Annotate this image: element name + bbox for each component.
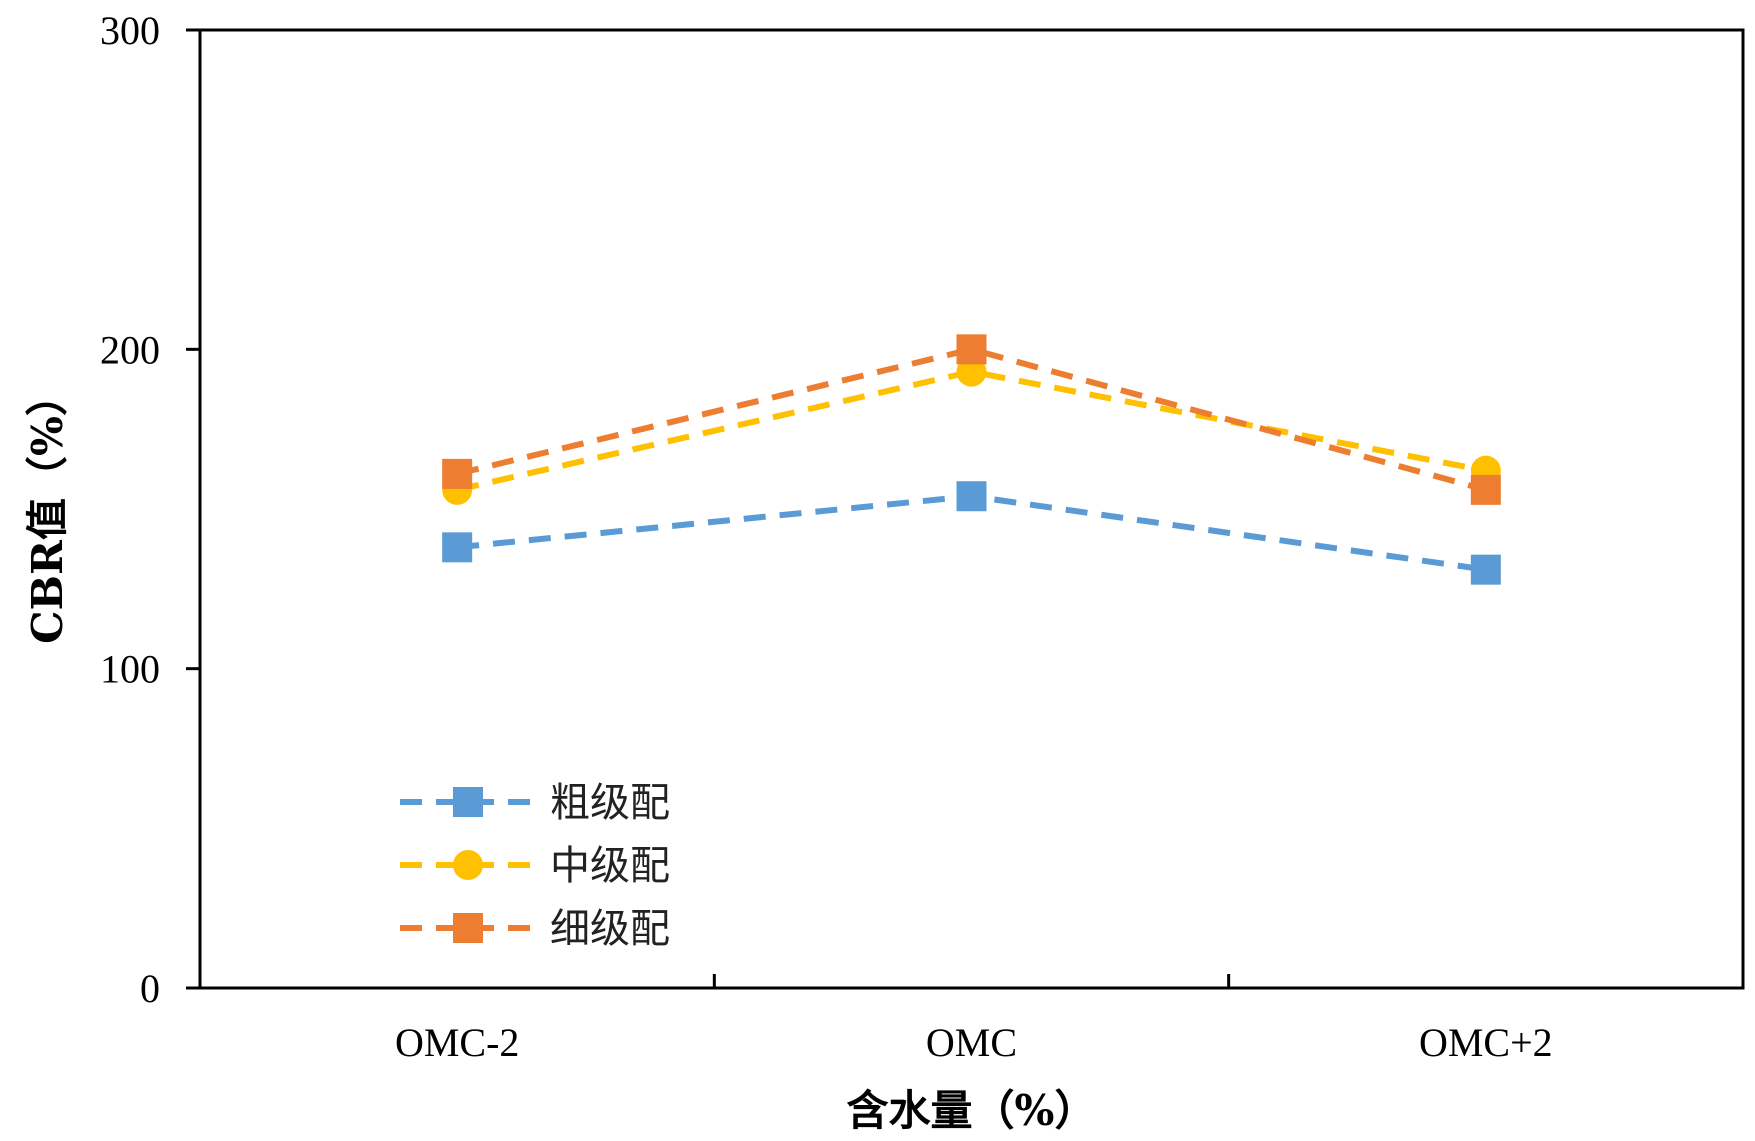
y-tick-label: 200 — [100, 327, 160, 372]
x-tick-label: OMC — [926, 1020, 1017, 1065]
series-line — [456, 368, 1487, 493]
x-axis-title: 含水量（%） — [847, 1086, 1097, 1135]
data-point — [956, 481, 987, 512]
y-tick-label: 100 — [100, 647, 160, 692]
y-tick-label: 0 — [140, 966, 160, 1011]
legend-item: 细级配 — [400, 906, 670, 952]
legend-item: 中级配 — [400, 843, 670, 889]
data-point — [1470, 474, 1501, 505]
data-point — [956, 334, 987, 365]
x-tick-label: OMC-2 — [395, 1020, 519, 1065]
legend-swatch-marker — [453, 850, 483, 880]
data-point — [1470, 554, 1501, 585]
x-tick-label: OMC+2 — [1419, 1020, 1553, 1065]
series-line — [456, 346, 1487, 493]
legend-swatch-marker — [453, 913, 483, 943]
y-axis-title: CBR值（%） — [23, 374, 72, 644]
data-point — [442, 532, 473, 563]
legend-label: 中级配 — [550, 843, 670, 889]
legend-label: 粗级配 — [550, 780, 670, 826]
y-tick-label: 300 — [100, 8, 160, 53]
legend-swatch-marker — [453, 787, 483, 817]
data-point — [442, 458, 473, 489]
legend-item: 粗级配 — [400, 780, 670, 826]
legend-label: 细级配 — [550, 906, 670, 952]
axis-ticks: 0 100 200 300 OMC-2 OMC OMC+2 — [100, 8, 1553, 1065]
plot-area-frame — [198, 28, 1745, 990]
series-粗级配 — [442, 481, 1501, 585]
series-细级配 — [442, 334, 1501, 505]
series-layer — [442, 334, 1501, 585]
